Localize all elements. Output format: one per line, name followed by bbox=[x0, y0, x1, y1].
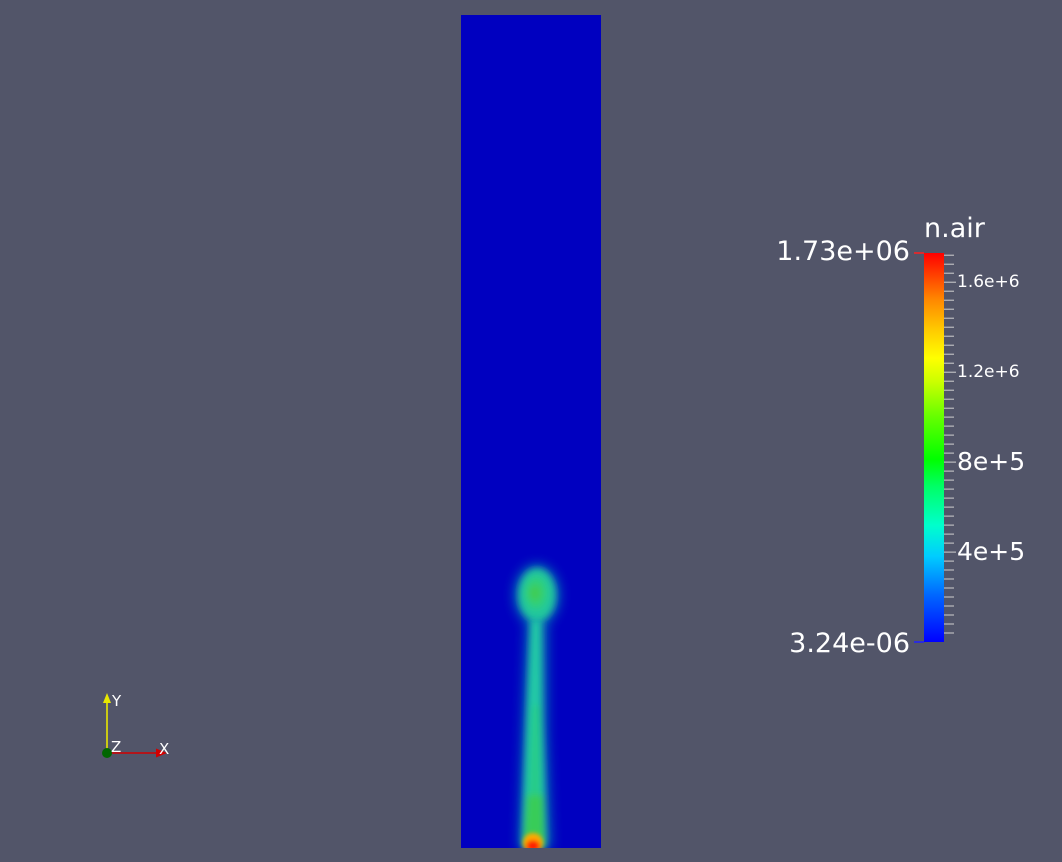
plume-source bbox=[523, 833, 543, 848]
scalar-field-slice[interactable] bbox=[461, 15, 601, 848]
legend-title: n.air bbox=[924, 213, 985, 244]
legend-min-label: 3.24e-06 bbox=[789, 628, 910, 659]
legend-tick-label: 4e+5 bbox=[957, 537, 1026, 567]
z-axis-dot-icon bbox=[102, 748, 112, 758]
legend-max-label: 1.73e+06 bbox=[776, 236, 910, 267]
legend-tick-label: 8e+5 bbox=[957, 447, 1026, 477]
legend-tick-label: 1.6e+6 bbox=[957, 272, 1020, 293]
z-axis-label: Z bbox=[111, 738, 121, 756]
legend-tick-label: 1.2e+6 bbox=[957, 362, 1020, 383]
y-axis-label: Y bbox=[111, 692, 122, 710]
x-axis-arrow-icon bbox=[156, 748, 167, 758]
plume-head bbox=[519, 569, 555, 621]
y-axis-arrow-icon bbox=[103, 693, 111, 703]
legend-color-bar[interactable] bbox=[924, 253, 944, 642]
x-axis-label: X bbox=[159, 740, 169, 758]
orientation-axes[interactable]: Y X Z bbox=[90, 685, 190, 765]
